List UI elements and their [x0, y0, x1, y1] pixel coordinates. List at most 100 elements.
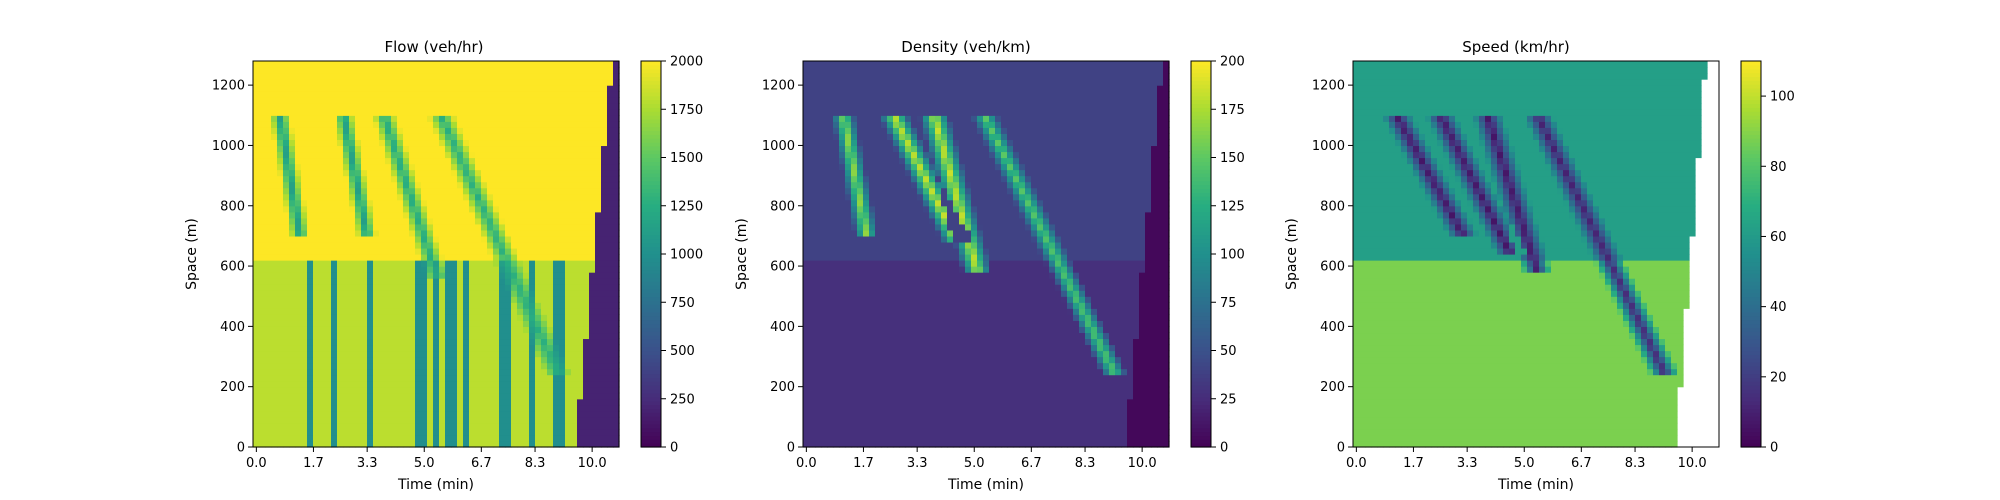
flow-heatmap-cell [343, 338, 350, 346]
flow-heatmap-cell [607, 61, 614, 68]
flow-heatmap-cell [529, 211, 536, 219]
flow-heatmap-cell [589, 374, 596, 382]
flow-heatmap-cell [349, 296, 356, 303]
density-heatmap-cell [881, 235, 888, 243]
flow-heatmap-cell [391, 163, 398, 171]
flow-heatmap-cell [463, 121, 470, 128]
flow-heatmap-cell [523, 217, 530, 225]
flow-heatmap-cell [301, 187, 308, 195]
flow-heatmap-cell [253, 241, 260, 249]
flow-heatmap-cell [505, 338, 512, 346]
flow-heatmap-cell [319, 422, 326, 430]
density-heatmap-cell [869, 326, 876, 334]
density-heatmap-cell [815, 91, 822, 98]
flow-heatmap-cell [295, 205, 302, 213]
density-heatmap-cell [815, 73, 822, 80]
flow-heatmap-cell [409, 428, 416, 436]
density-heatmap-cell [821, 428, 828, 436]
flow-heatmap-cell [379, 85, 386, 92]
flow-colorbar-band [641, 392, 661, 398]
flow-heatmap-cell [427, 67, 434, 74]
flow-heatmap-cell [559, 97, 566, 104]
flow-heatmap-cell [343, 314, 350, 321]
flow-heatmap-cell [313, 193, 320, 201]
flow-heatmap-cell [337, 163, 344, 171]
density-heatmap-cell [839, 67, 846, 74]
flow-heatmap-cell [475, 326, 482, 334]
flow-heatmap-cell [487, 284, 494, 291]
density-heatmap-cell [809, 157, 816, 165]
flow-heatmap-cell [415, 181, 422, 189]
flow-heatmap-cell [421, 121, 428, 128]
flow-heatmap-cell [439, 73, 446, 80]
flow-heatmap-cell [331, 223, 338, 231]
flow-heatmap-cell [613, 217, 620, 225]
flow-heatmap-cell [565, 139, 572, 147]
density-heatmap-cell [821, 175, 828, 183]
flow-colorbar-band [641, 76, 661, 81]
density-heatmap-cell [821, 133, 828, 141]
flow-heatmap-cell [307, 109, 314, 116]
flow-heatmap-cell [301, 73, 308, 80]
flow-heatmap-cell [493, 217, 500, 225]
density-heatmap-cell [839, 127, 846, 134]
density-heatmap-cell [869, 193, 876, 201]
flow-heatmap-cell [583, 356, 590, 364]
flow-heatmap-cell [319, 115, 326, 122]
flow-heatmap-cell [601, 416, 608, 424]
flow-heatmap-cell [595, 151, 602, 159]
flow-heatmap-cell [613, 344, 620, 352]
flow-heatmap-cell [499, 350, 506, 358]
flow-heatmap-cell [403, 211, 410, 219]
flow-heatmap-cell [403, 290, 410, 297]
flow-heatmap-cell [343, 386, 350, 394]
flow-heatmap-cell [565, 260, 572, 267]
flow-heatmap-cell [349, 272, 356, 279]
flow-heatmap-cell [373, 386, 380, 394]
flow-heatmap-cell [337, 404, 344, 412]
flow-heatmap-cell [307, 350, 314, 358]
flow-heatmap-cell [349, 434, 356, 442]
flow-heatmap-cell [271, 151, 278, 159]
flow-heatmap-cell [391, 344, 398, 352]
flow-heatmap-cell [295, 404, 302, 412]
flow-heatmap-cell [283, 308, 290, 315]
flow-heatmap-cell [289, 278, 296, 285]
flow-heatmap-cell [301, 157, 308, 165]
flow-heatmap-cell [541, 127, 548, 134]
flow-heatmap-cell [409, 211, 416, 219]
flow-heatmap-cell [355, 272, 362, 279]
flow-heatmap-cell [403, 169, 410, 177]
flow-heatmap-cell [385, 398, 392, 406]
density-heatmap-cell [881, 368, 888, 376]
flow-heatmap-cell [433, 67, 440, 74]
flow-heatmap-cell [463, 169, 470, 177]
flow-heatmap-cell [337, 121, 344, 128]
flow-heatmap-cell [313, 151, 320, 159]
flow-heatmap-cell [427, 428, 434, 436]
flow-heatmap-cell [391, 326, 398, 334]
flow-heatmap-cell [601, 205, 608, 213]
flow-colorbar-band [641, 219, 661, 224]
flow-heatmap-cell [439, 163, 446, 171]
flow-heatmap-cell [565, 296, 572, 303]
flow-heatmap-cell [601, 145, 608, 153]
flow-heatmap-cell [403, 386, 410, 394]
density-heatmap-cell [809, 380, 816, 388]
flow-heatmap-cell [577, 151, 584, 159]
flow-heatmap-cell [385, 103, 392, 110]
density-heatmap-cell [863, 175, 870, 183]
flow-heatmap-cell [601, 434, 608, 442]
flow-heatmap-cell [505, 434, 512, 442]
flow-heatmap-cell [397, 229, 404, 237]
flow-heatmap-cell [499, 308, 506, 315]
flow-heatmap-cell [583, 368, 590, 376]
density-heatmap-cell [809, 115, 816, 122]
density-heatmap-cell [881, 272, 888, 279]
flow-heatmap-cell [283, 235, 290, 243]
flow-heatmap-cell [571, 362, 578, 370]
flow-heatmap-cell [385, 434, 392, 442]
flow-heatmap-cell [607, 127, 614, 134]
flow-heatmap-cell [595, 290, 602, 297]
density-heatmap-cell [881, 181, 888, 189]
